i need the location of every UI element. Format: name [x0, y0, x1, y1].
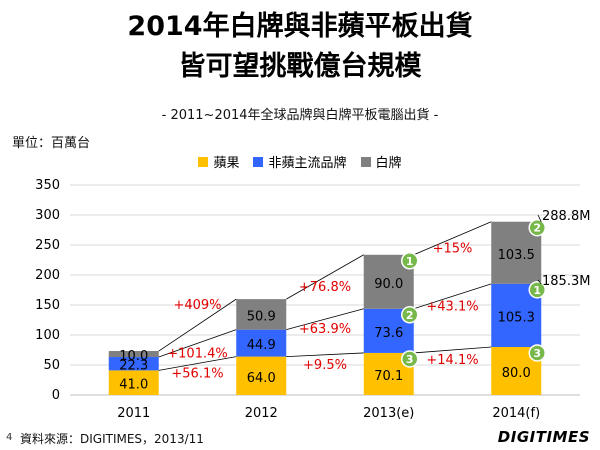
growth-label: +101.4% — [167, 346, 227, 361]
connector-line — [286, 352, 364, 357]
y-tick-label: 200 — [35, 268, 60, 283]
connector-line — [158, 298, 237, 352]
bar-value-label: 73.6 — [374, 326, 403, 341]
rank-badge — [401, 306, 419, 324]
bar-segment — [108, 370, 159, 395]
bar-value-label: 103.5 — [498, 248, 535, 263]
bar-segment — [236, 356, 287, 395]
legend-item-whitebox: 白牌 — [360, 152, 402, 171]
rank-badge — [528, 344, 546, 362]
legend-item-apple: 蘋果 — [198, 152, 239, 171]
rank-badge-number: 1 — [406, 255, 414, 268]
connector-line — [413, 221, 492, 256]
bar-value-label: 70.1 — [374, 369, 403, 384]
bar-segment — [236, 329, 287, 357]
growth-label: +15% — [433, 241, 473, 256]
title-line-1: 2014年白牌與非蘋平板出貨 — [127, 11, 473, 42]
y-tick-label: 0 — [52, 388, 60, 403]
rank-badge — [401, 350, 419, 368]
legend: 蘋果 非蘋主流品牌 白牌 — [0, 152, 600, 171]
growth-label: +14.1% — [426, 353, 478, 368]
bar-value-label: 90.0 — [374, 277, 403, 292]
y-tick-label: 150 — [35, 298, 60, 313]
bar-value-label: 22.3 — [119, 359, 148, 374]
callout-label: 288.8M — [542, 209, 590, 224]
y-tick-label: 350 — [35, 178, 60, 193]
growth-label: +409% — [173, 298, 221, 313]
bar-segment — [108, 351, 159, 358]
x-tick-label: 2012 — [245, 406, 278, 421]
rank-badge-number: 3 — [406, 353, 414, 366]
unit-label: 單位：百萬台 — [12, 136, 91, 151]
growth-label: +9.5% — [303, 358, 347, 373]
callout-label: 185.3M — [542, 274, 590, 289]
bar-value-label: 41.0 — [119, 378, 148, 393]
connector-line — [286, 308, 364, 331]
legend-label-whitebox: 白牌 — [375, 156, 402, 171]
digitimes-logo: DIGITIMES — [497, 428, 590, 446]
bar-value-label: 64.0 — [247, 371, 276, 386]
connector-line — [413, 283, 492, 310]
bar-segment — [108, 357, 159, 371]
source-note: 資料來源：DIGITIMES，2013/11 — [20, 432, 204, 446]
rank-badge-number: 2 — [406, 309, 414, 322]
bar-value-label: 105.3 — [498, 310, 535, 325]
rank-badge — [528, 281, 546, 299]
rank-badge — [528, 218, 546, 237]
title-line-2: 皆可望挑戰億台規模 — [178, 51, 422, 82]
y-tick-label: 50 — [43, 358, 60, 373]
bar-value-label: 50.9 — [247, 309, 276, 324]
bar-value-label: 10.0 — [119, 349, 148, 364]
growth-label: +76.8% — [299, 280, 351, 295]
callout-line — [537, 214, 542, 222]
connector-line — [158, 329, 237, 358]
x-tick-label: 2011 — [117, 406, 150, 421]
rank-badge-number: 3 — [533, 347, 541, 360]
growth-label: +43.1% — [426, 299, 478, 314]
y-tick-label: 300 — [35, 208, 60, 223]
callout-line — [537, 279, 542, 285]
connector-line — [158, 356, 237, 371]
bar-segment — [236, 299, 287, 330]
legend-label-nonapple: 非蘋主流品牌 — [268, 156, 347, 171]
growth-label: +56.1% — [171, 367, 223, 382]
connector-line — [413, 346, 492, 354]
chart-subtitle: - 2011~2014年全球品牌與白牌平板電腦出貨 - — [161, 108, 439, 123]
x-tick-label: 2014(f) — [492, 406, 540, 421]
legend-swatch-whitebox — [360, 156, 371, 167]
rank-badge-number: 1 — [533, 284, 541, 297]
growth-label: +63.9% — [299, 322, 351, 337]
legend-label-apple: 蘋果 — [213, 156, 240, 171]
y-tick-label: 100 — [35, 328, 60, 343]
rank-badge-number: 2 — [533, 222, 541, 235]
x-tick-label: 2013(e) — [363, 406, 414, 421]
bar-value-label: 80.0 — [502, 366, 531, 381]
connector-line — [286, 254, 364, 300]
legend-swatch-nonapple — [253, 156, 264, 167]
bar-value-label: 44.9 — [247, 338, 276, 353]
rank-badge — [401, 252, 419, 270]
page-number: 4 — [6, 432, 13, 443]
legend-swatch-apple — [198, 156, 209, 167]
y-tick-label: 250 — [35, 238, 60, 253]
legend-item-nonapple: 非蘋主流品牌 — [253, 152, 347, 171]
